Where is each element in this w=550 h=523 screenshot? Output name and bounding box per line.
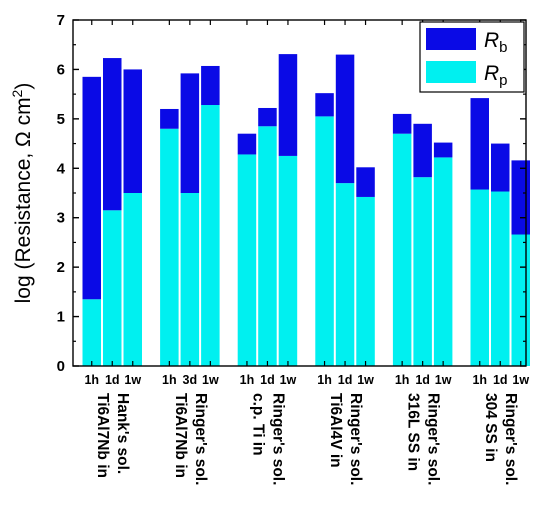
- group-label-line: Ringer's sol.: [269, 393, 286, 485]
- bar-label: 1d: [415, 373, 430, 387]
- bar-rb-4-1w: [356, 167, 375, 197]
- bar-rb-6-1w: [511, 160, 530, 235]
- bar-rb-1-1w: [123, 69, 142, 193]
- y-tick-label: 4: [57, 160, 66, 177]
- y-tick-label: 7: [57, 12, 65, 29]
- bar-rb-6-1d: [491, 143, 510, 192]
- y-axis-title-main: log (Resistance, Ω cm: [12, 97, 35, 303]
- bar-rb-1-1h: [82, 76, 101, 300]
- bar-rp-6-1h: [470, 189, 489, 366]
- bar-rb-2-3d: [180, 73, 200, 193]
- bar-rp-3-1d: [258, 126, 277, 367]
- group-label-line: Ringer's sol.: [425, 393, 442, 485]
- bar-label: 1h: [395, 373, 410, 387]
- axes-layer: [72, 19, 527, 367]
- bar-label: 3d: [183, 373, 198, 387]
- bar-label: 1h: [162, 373, 177, 387]
- bar-rb-4-1d: [335, 54, 355, 184]
- bar-rp-3-1w: [278, 155, 298, 366]
- bar-rb-3-1h: [237, 133, 257, 155]
- y-tick-label: 2: [57, 259, 65, 276]
- y-tick-label: 0: [57, 358, 65, 375]
- bar-rp-4-1d: [335, 183, 355, 366]
- bar-rp-3-1h: [237, 154, 257, 366]
- bar-label: 1w: [357, 373, 374, 387]
- bar-rp-1-1h: [82, 299, 101, 366]
- bar-label: 1h: [240, 373, 255, 387]
- legend-symbol: R: [484, 29, 499, 52]
- y-tick-label: 5: [57, 111, 65, 128]
- y-axis-title: log (Resistance, Ω cm2): [9, 83, 35, 304]
- bar-label: 1w: [124, 373, 141, 387]
- group-label-line: Hank's sol.: [114, 393, 131, 474]
- legend-swatch-Rb: [426, 28, 476, 50]
- y-axis-title-superscript: 2: [9, 89, 25, 97]
- legend-subscript: p: [499, 72, 507, 89]
- bar-rp-5-1w: [433, 157, 453, 366]
- bar-label: 1h: [317, 373, 332, 387]
- bars-layer: [82, 54, 530, 367]
- bar-rb-3-1w: [278, 54, 298, 156]
- bar-rp-1-1w: [123, 193, 142, 366]
- bar-rp-2-3d: [180, 193, 200, 366]
- bar-rb-3-1d: [258, 107, 277, 127]
- bar-label: 1d: [260, 373, 275, 387]
- bar-label: 1w: [280, 373, 297, 387]
- group-label-line: Ringer's sol.: [347, 393, 364, 485]
- bar-label: 1d: [338, 373, 353, 387]
- y-axis-title-suffix: ): [12, 83, 35, 90]
- bar-rp-2-1w: [201, 105, 220, 366]
- bar-rb-2-1h: [160, 108, 179, 129]
- bar-label: 1d: [105, 373, 120, 387]
- group-label-line: Ti6Al7Nb in: [172, 393, 189, 478]
- bar-rp-4-1w: [356, 196, 375, 366]
- legend-swatch-Rp: [426, 61, 476, 83]
- y-tick-label: 3: [57, 210, 65, 227]
- bar-label: 1w: [435, 373, 452, 387]
- bar-rp-5-1h: [392, 133, 412, 366]
- bar-rb-1-1d: [103, 58, 122, 211]
- bar-label: 1h: [84, 373, 99, 387]
- bar-label: 1w: [512, 373, 529, 387]
- bar-rb-4-1h: [315, 93, 334, 117]
- group-label-line: 304 SS in: [482, 393, 499, 462]
- group-label-line: Ti6Al4V in: [327, 393, 344, 468]
- bar-rb-6-1h: [470, 98, 489, 190]
- bar-rb-5-1h: [392, 113, 412, 134]
- bar-rp-4-1h: [315, 116, 334, 366]
- group-label-line: c.p. Ti in: [249, 393, 266, 456]
- y-tick-label: 1: [57, 309, 65, 326]
- legend-subscript: b: [499, 39, 507, 56]
- legend-symbol: R: [484, 62, 499, 85]
- group-label-line: Ringer's sol.: [192, 393, 209, 485]
- bar-rb-2-1w: [201, 65, 220, 106]
- y-tick-label: 6: [57, 61, 65, 78]
- bar-rp-1-1d: [103, 210, 122, 366]
- group-label-line: Ti6Al7Nb in: [94, 393, 111, 478]
- bar-rb-5-1w: [433, 142, 453, 158]
- group-label-line: Ringer's sol.: [502, 393, 519, 485]
- bar-label: 1w: [202, 373, 219, 387]
- group-label-line: 316L SS in: [405, 393, 422, 471]
- bar-rp-6-1d: [491, 191, 510, 366]
- bar-rp-2-1h: [160, 128, 179, 366]
- legend-label-Rb: Rb: [484, 29, 508, 56]
- bar-rb-5-1d: [413, 123, 432, 178]
- bar-label: 1d: [493, 373, 508, 387]
- bar-rp-6-1w: [511, 234, 530, 366]
- legend-label-Rp: Rp: [484, 62, 508, 89]
- bar-rp-5-1d: [413, 177, 432, 366]
- bar-label: 1h: [472, 373, 487, 387]
